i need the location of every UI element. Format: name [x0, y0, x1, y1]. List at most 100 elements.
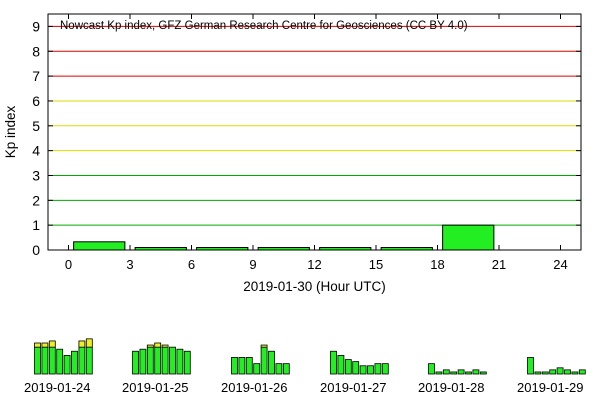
mini-bar [48, 346, 56, 375]
mini-chart-date: 2019-01-26 [221, 380, 288, 395]
mini-bar [359, 365, 367, 375]
mini-bar [556, 367, 564, 375]
mini-bar-warning [85, 338, 93, 348]
mini-bar [465, 371, 472, 375]
mini-bar [435, 371, 443, 375]
mini-chart-date: 2019-01-27 [320, 380, 387, 395]
mini-bar [428, 363, 435, 375]
x-tick-label: 24 [553, 257, 567, 272]
mini-bar [549, 369, 557, 375]
mini-bar-warning [48, 340, 56, 348]
x-tick-label: 9 [249, 257, 256, 272]
mini-bar [34, 346, 41, 375]
chart-title: Nowcast Kp index, GFZ German Research Ce… [60, 20, 468, 32]
mini-bar [275, 363, 283, 375]
mini-bar [344, 359, 352, 375]
mini-chart-2019-01-27: 2019-01-27 [320, 318, 392, 395]
kp-bars [73, 224, 495, 251]
mini-bar [564, 369, 571, 375]
mini-bar [78, 346, 86, 375]
plot-frame [47, 13, 582, 251]
mini-bar [183, 350, 191, 375]
y-tick-label: 2 [32, 192, 40, 208]
gridlines [48, 25, 581, 226]
x-tick-label: 21 [492, 257, 506, 272]
y-tick-label: 3 [32, 167, 40, 183]
mini-bar [381, 363, 389, 375]
mini-bar [176, 348, 184, 375]
mini-chart-date: 2019-01-29 [517, 380, 584, 395]
mini-bar [571, 371, 579, 375]
mini-bar [154, 346, 162, 375]
mini-chart-bars [132, 342, 191, 375]
x-tick-label: 15 [369, 257, 383, 272]
mini-bar-warning [78, 340, 86, 348]
mini-bar [169, 346, 176, 375]
mini-chart-bars [330, 350, 389, 375]
mini-bar [450, 371, 458, 375]
mini-bar [245, 357, 253, 375]
mini-chart-date: 2019-01-28 [418, 380, 485, 395]
y-tick-label: 6 [32, 93, 40, 109]
mini-bar-warning [34, 342, 41, 348]
mini-chart-bars [428, 363, 487, 375]
mini-bar [541, 371, 549, 375]
mini-bar-warning [41, 342, 49, 348]
x-tick-label: 6 [188, 257, 195, 272]
mini-bar [330, 350, 337, 375]
mini-chart-2019-01-28: 2019-01-28 [418, 318, 490, 395]
mini-bar [352, 361, 360, 375]
kp-bar [442, 224, 495, 251]
mini-bar [161, 346, 169, 375]
y-tick-label: 0 [32, 242, 40, 258]
mini-bar-warning [146, 344, 154, 348]
y-tick-label: 5 [32, 118, 40, 134]
mini-bar-warning [161, 344, 169, 348]
mini-chart-date: 2019-01-25 [122, 380, 189, 395]
x-tick-label: 18 [430, 257, 444, 272]
mini-bar [238, 357, 246, 375]
kp-bar [73, 241, 126, 251]
y-tick-label: 7 [32, 68, 40, 84]
mini-bar [367, 365, 374, 375]
mini-bar [56, 348, 64, 375]
mini-bar [253, 363, 261, 375]
y-tick-label: 4 [32, 143, 40, 159]
mini-bar-warning [260, 344, 268, 348]
mini-bar [146, 346, 154, 375]
mini-bar [472, 369, 480, 375]
mini-bar [63, 355, 71, 375]
mini-chart-bars [34, 338, 93, 375]
mini-chart-bars [527, 357, 586, 375]
x-tick-label: 0 [65, 257, 72, 272]
mini-bar [231, 357, 238, 375]
x-axis-label: 2019-01-30 (Hour UTC) [243, 279, 386, 294]
mini-bar [374, 363, 382, 375]
mini-bar-warning [154, 342, 162, 348]
mini-bar [41, 346, 49, 375]
mini-bar [527, 357, 534, 375]
daily-mini-charts: 2019-01-24 2019-01-25 2019-01-26 2019-01-27… [0, 318, 600, 420]
mini-bar [479, 371, 487, 375]
mini-chart-2019-01-24: 2019-01-24 [24, 318, 96, 395]
mini-bar [268, 350, 275, 375]
y-axis-label: Kp index [3, 105, 18, 158]
mini-bar [534, 371, 542, 375]
mini-bar [457, 369, 465, 375]
mini-chart-2019-01-29: 2019-01-29 [517, 318, 589, 395]
mini-bar [139, 348, 147, 375]
mini-bar [260, 346, 268, 375]
y-tick-label: 1 [32, 217, 40, 233]
x-tick-label: 12 [307, 257, 321, 272]
mini-bar [71, 350, 78, 375]
mini-chart-2019-01-26: 2019-01-26 [221, 318, 293, 395]
mini-bar [578, 369, 586, 375]
mini-chart-2019-01-25: 2019-01-25 [122, 318, 194, 395]
mini-bar [337, 355, 345, 375]
mini-chart-bars [231, 344, 290, 375]
mini-bar [442, 369, 450, 375]
x-tick-label: 3 [126, 257, 133, 272]
mini-chart-date: 2019-01-24 [24, 380, 91, 395]
